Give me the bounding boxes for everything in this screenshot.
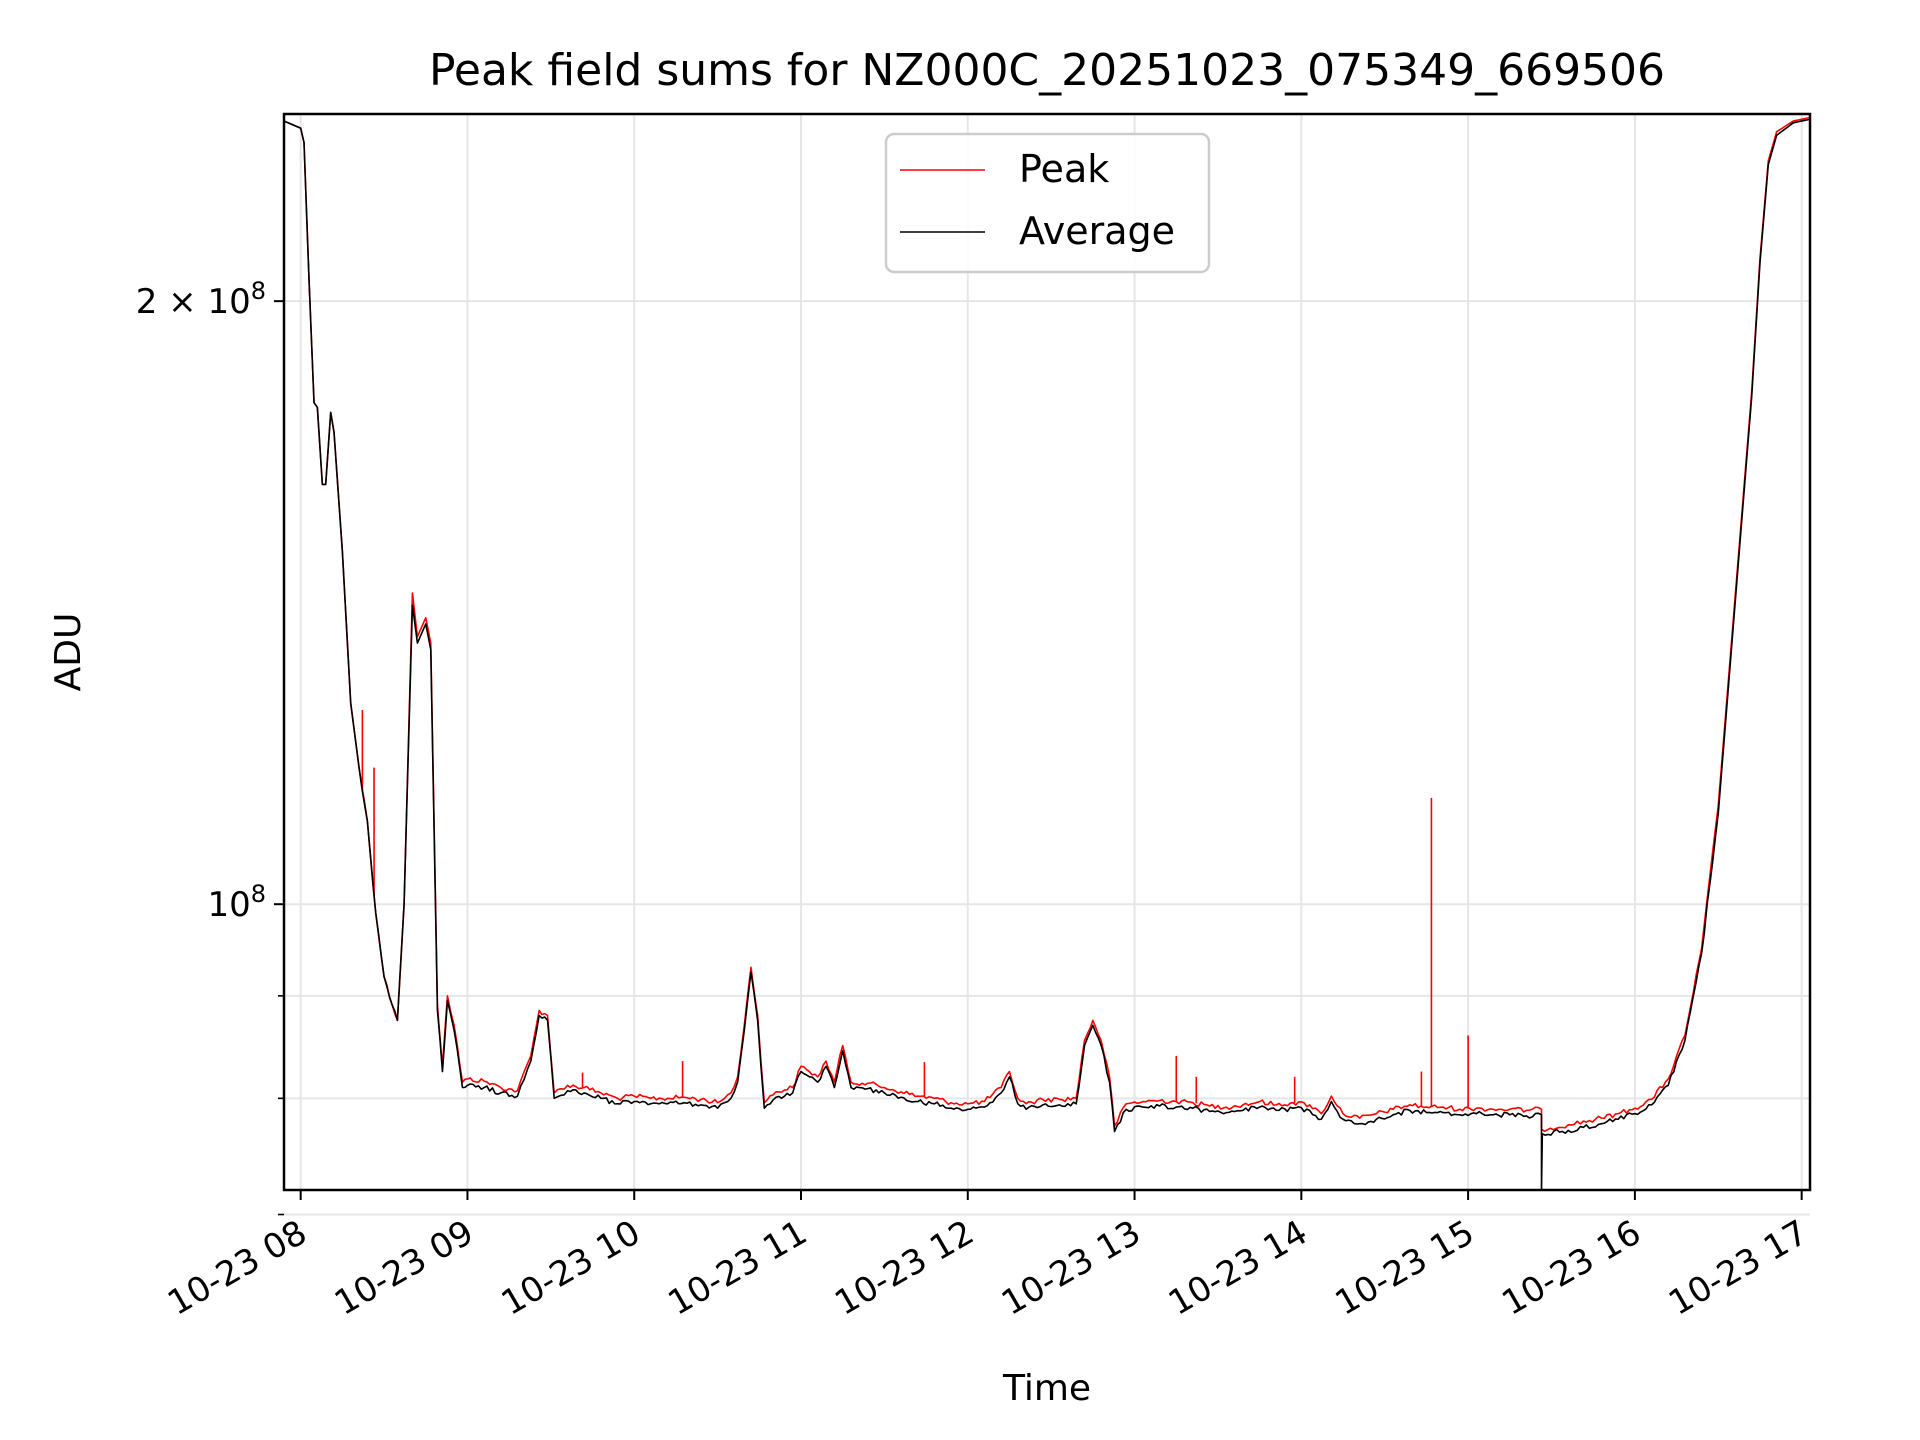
chart-title: Peak field sums for NZ000C_20251023_0753… bbox=[429, 45, 1665, 96]
x-axis-label: Time bbox=[1002, 1368, 1091, 1409]
series-layer bbox=[284, 116, 1810, 1190]
y-axis-label: ADU bbox=[48, 613, 89, 692]
series-line-average bbox=[284, 118, 1810, 1190]
y-tick-label: 2 × 108 bbox=[136, 277, 266, 322]
y-tick-label: 108 bbox=[207, 880, 266, 925]
legend-label-average: Average bbox=[1019, 209, 1175, 253]
y-axis: 108 2 × 108 bbox=[136, 277, 284, 1216]
grid bbox=[284, 114, 1810, 1216]
legend: Peak Average bbox=[884, 132, 1211, 274]
legend-label-peak: Peak bbox=[1019, 147, 1109, 191]
plot-frame bbox=[282, 112, 1812, 1192]
series-line-peak bbox=[284, 116, 1810, 1133]
legend-box bbox=[884, 132, 1211, 274]
